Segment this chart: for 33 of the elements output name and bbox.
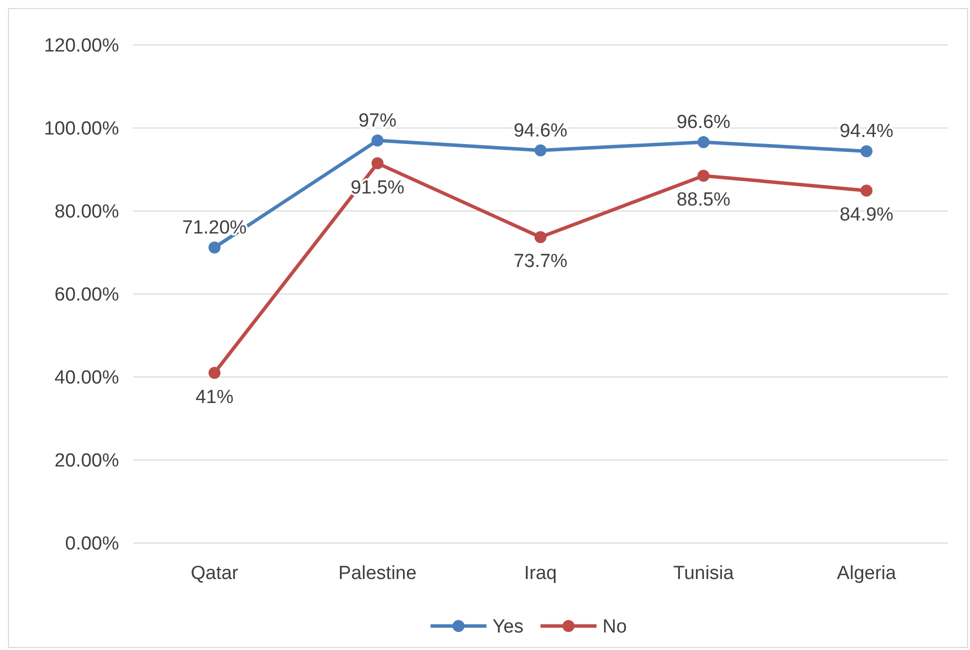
point: [372, 157, 384, 170]
data-label: 71.20%: [182, 218, 247, 239]
y-tick-label: 0.00%: [65, 534, 120, 555]
point: [208, 366, 220, 379]
data-label: 84.9%: [840, 204, 894, 226]
legend-label: No: [602, 616, 627, 638]
data-label: 88.5%: [676, 190, 731, 211]
x-tick-label: Iraq: [524, 563, 557, 584]
y-tick-label: 120.00%: [44, 36, 120, 57]
data-label: 73.7%: [514, 251, 568, 272]
y-tick-label: 40.00%: [54, 368, 120, 389]
x-tick-label: Qatar: [190, 563, 239, 584]
data-label: 96.6%: [676, 112, 731, 134]
point: [860, 145, 872, 158]
point: [208, 242, 220, 254]
x-tick-label: Palestine: [338, 563, 417, 584]
point: [698, 136, 710, 148]
x-tick-label: Tunisia: [673, 563, 734, 584]
point: [698, 170, 710, 182]
point: [860, 184, 872, 197]
y-tick-label: 80.00%: [54, 202, 120, 223]
point: [534, 144, 546, 156]
data-label: 94.4%: [840, 121, 894, 142]
point: [372, 134, 384, 146]
legend-label: Yes: [492, 616, 524, 638]
y-tick-label: 100.00%: [44, 118, 120, 140]
x-tick-label: Algeria: [836, 563, 896, 584]
y-tick-label: 60.00%: [54, 284, 120, 306]
data-label: 97%: [358, 110, 397, 132]
data-label: 41%: [195, 386, 234, 408]
data-label: 94.6%: [514, 120, 568, 142]
y-tick-label: 20.00%: [54, 450, 120, 472]
point: [534, 231, 546, 244]
